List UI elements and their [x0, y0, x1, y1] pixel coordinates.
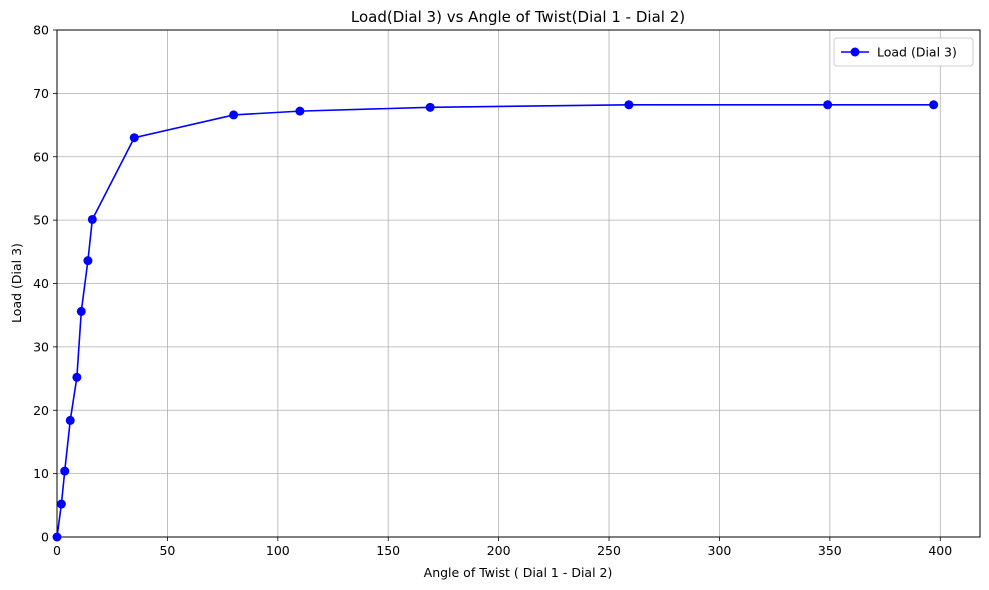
data-point — [295, 106, 305, 116]
data-point — [425, 102, 435, 112]
x-tick-label: 200 — [487, 543, 511, 558]
data-point — [929, 100, 939, 110]
x-tick-label: 50 — [159, 543, 175, 558]
data-point — [624, 100, 634, 110]
y-tick-label: 80 — [33, 23, 49, 38]
data-point — [83, 256, 93, 266]
series-load-dial-3 — [52, 100, 939, 542]
data-point — [76, 306, 86, 316]
x-tick-label: 250 — [597, 543, 621, 558]
x-axis-label: Angle of Twist ( Dial 1 - Dial 2) — [424, 565, 613, 580]
y-axis: 0 10 20 30 40 50 60 70 80 — [33, 23, 57, 545]
data-point — [56, 499, 66, 509]
y-axis-label: Load (Dial 3) — [9, 243, 24, 323]
x-tick-label: 150 — [376, 543, 400, 558]
y-tick-label: 70 — [33, 86, 49, 101]
data-point — [52, 532, 62, 542]
legend-marker — [850, 47, 860, 57]
x-tick-label: 100 — [266, 543, 290, 558]
y-tick-label: 20 — [33, 403, 49, 418]
data-point — [129, 133, 139, 143]
data-point — [65, 415, 75, 425]
y-tick-label: 50 — [33, 213, 49, 228]
x-tick-label: 0 — [53, 543, 61, 558]
x-tick-label: 350 — [818, 543, 842, 558]
y-tick-label: 30 — [33, 339, 49, 354]
x-axis: 0 50 100 150 200 250 300 350 400 — [53, 537, 952, 558]
x-tick-label: 400 — [928, 543, 952, 558]
x-tick-label: 300 — [708, 543, 732, 558]
legend-box — [833, 37, 974, 67]
series-line — [56, 103, 934, 538]
y-tick-label: 10 — [33, 466, 49, 481]
y-tick-label: 60 — [33, 149, 49, 164]
data-point — [229, 110, 239, 120]
data-point — [87, 214, 97, 224]
chart-title: Load(Dial 3) vs Angle of Twist(Dial 1 - … — [351, 8, 685, 26]
y-tick-label: 0 — [41, 530, 49, 545]
data-point — [72, 372, 82, 382]
data-point — [823, 100, 833, 110]
y-tick-label: 40 — [33, 276, 49, 291]
legend-label: Load (Dial 3) — [877, 45, 957, 60]
legend: Load (Dial 3) — [833, 37, 974, 67]
data-point — [60, 466, 70, 476]
